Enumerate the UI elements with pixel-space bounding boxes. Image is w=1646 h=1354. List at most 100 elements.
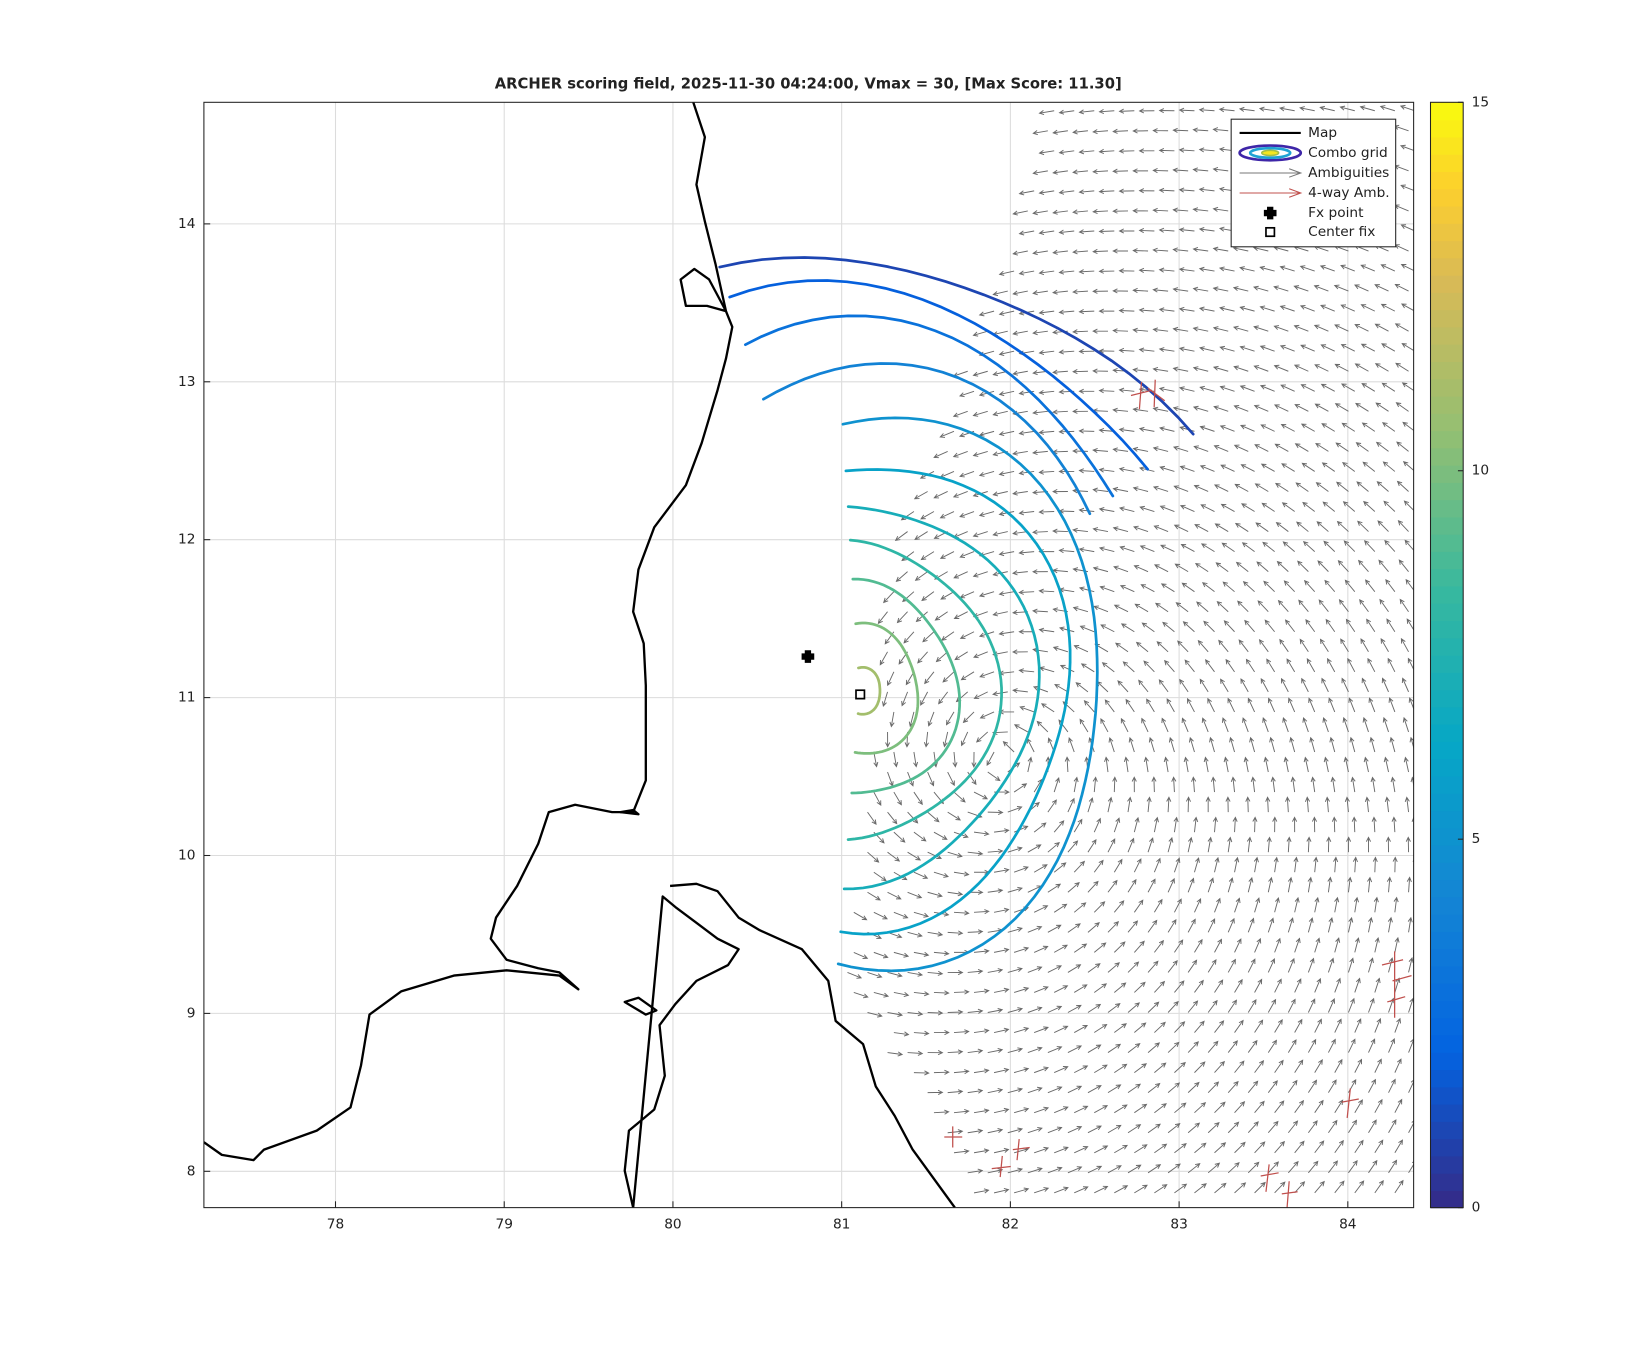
coast-islet [619, 808, 640, 816]
x-tick-label: 83 [1170, 1216, 1187, 1232]
chart-title: ARCHER scoring field, 2025-11-30 04:24:0… [495, 75, 1122, 92]
colorbar-cell [1430, 378, 1464, 397]
colorbar-cell [1430, 516, 1464, 535]
legend-label: Combo grid [1308, 145, 1388, 161]
amb-cross [1130, 379, 1166, 410]
x-tick-label: 80 [664, 1216, 681, 1232]
four-way-ambiguities [944, 379, 1412, 1208]
legend: Map Combo grid Ambiguities 4-way Amb. Fx… [1230, 118, 1397, 248]
coast-india [203, 102, 734, 1162]
grid [203, 102, 1414, 1208]
colorbar-cell [1430, 827, 1464, 846]
contour [744, 314, 1115, 498]
legend-contour [1238, 144, 1303, 162]
legend-box [1230, 118, 1397, 248]
colorbar-cell [1430, 1190, 1464, 1209]
colorbar-cell [1430, 965, 1464, 984]
y-tick-label: 10 [178, 847, 195, 863]
colorbar-cell [1430, 983, 1464, 1002]
legend-label: Fx point [1308, 205, 1364, 221]
colorbar-cell [1430, 499, 1464, 518]
colorbar-cell [1430, 862, 1464, 881]
colorbar-cell [1430, 551, 1464, 570]
colorbar-cell [1430, 534, 1464, 552]
contour [839, 468, 1072, 936]
colorbar-cell [1430, 309, 1464, 328]
colorbar-cell [1430, 1138, 1464, 1157]
colorbar-cell [1430, 326, 1464, 345]
wind-arrows [847, 104, 1414, 1194]
legend-contour [1248, 146, 1292, 159]
colorbar-cell [1430, 1173, 1464, 1191]
colorbar-cell [1430, 844, 1464, 863]
x-tick-label: 81 [833, 1216, 850, 1232]
colorbar-cell [1430, 654, 1464, 673]
colorbar-cell [1430, 1017, 1464, 1036]
colorbar-tick-label: 5 [1472, 831, 1481, 847]
colorbar-cell [1430, 741, 1464, 760]
colorbar-cell [1430, 879, 1464, 898]
legend-contour [1260, 149, 1280, 157]
contour [728, 279, 1150, 471]
colorbar-cell [1430, 637, 1464, 656]
contours [718, 256, 1195, 973]
contour [718, 256, 1195, 436]
colorbar-cell [1430, 119, 1464, 138]
colorbar-cell [1430, 257, 1464, 276]
colorbar-cell [1430, 793, 1464, 812]
colorbar-cell [1430, 136, 1464, 155]
colorbar-box [1429, 101, 1464, 1209]
legend-label: Map [1308, 125, 1337, 141]
legend-arrow [1239, 188, 1303, 198]
colorbar-cell [1430, 413, 1464, 432]
coastline [203, 102, 956, 1208]
legend-label: Center fix [1308, 224, 1375, 240]
colorbar: 0 5 10 15 [1429, 94, 1489, 1216]
colorbar-cell [1430, 1069, 1464, 1088]
colorbar-cell [1430, 1034, 1464, 1053]
colorbar-cell [1430, 102, 1464, 121]
colorbar-cell [1430, 672, 1464, 691]
colorbar-cell [1430, 603, 1464, 622]
colorbar-cell [1430, 724, 1464, 742]
colorbar-cell [1430, 205, 1464, 224]
colorbar-cell [1430, 689, 1464, 708]
legend-label: Ambiguities [1308, 165, 1389, 181]
contour [850, 577, 962, 795]
colorbar-cell [1430, 1086, 1464, 1105]
colorbar-cell [1430, 223, 1464, 242]
colorbar-cell [1430, 1052, 1464, 1071]
fx-point [801, 650, 815, 663]
coast-islet [623, 996, 658, 1016]
colorbar-cell [1430, 361, 1464, 380]
colorbar-cell [1430, 568, 1464, 587]
colorbar-cell [1430, 775, 1464, 794]
colorbar-cell [1430, 464, 1464, 483]
colorbar-cell [1430, 758, 1464, 777]
contour [846, 538, 1003, 842]
colorbar-cell [1430, 931, 1464, 950]
colorbar-cell [1430, 1121, 1464, 1140]
x-tick-label: 79 [496, 1216, 513, 1232]
colorbar-cell [1430, 154, 1464, 173]
colorbar-cell [1430, 810, 1464, 829]
coast-island [679, 267, 728, 313]
x-tick-label: 82 [1002, 1216, 1019, 1232]
colorbar-cell [1430, 948, 1464, 967]
center-fix [855, 689, 866, 700]
contour [842, 505, 1041, 891]
colorbar-cell [1430, 344, 1464, 362]
colorbar-cell [1430, 1155, 1464, 1174]
colorbar-cell [1430, 482, 1464, 501]
colorbar-cell [1430, 275, 1464, 293]
colorbar-cell [1430, 1103, 1464, 1122]
amb-cross [1260, 1088, 1359, 1208]
legend-center [1265, 226, 1276, 238]
wind-field [847, 104, 1414, 1194]
y-tick-label: 9 [187, 1005, 196, 1021]
colorbar-cell [1430, 1000, 1464, 1019]
contour [853, 621, 920, 755]
colorbar-cell [1430, 585, 1464, 604]
